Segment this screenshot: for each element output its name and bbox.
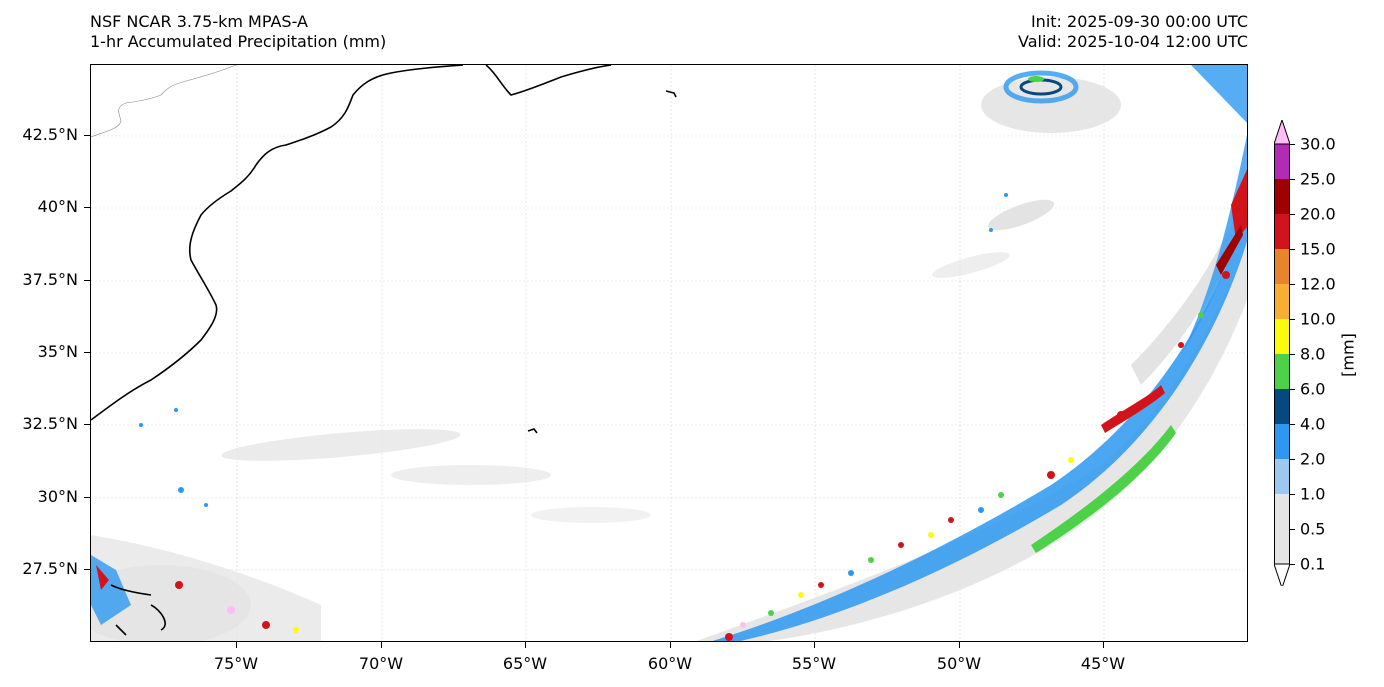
colorbar-segment [1274,494,1290,529]
lat-tick [84,497,90,498]
colorbar-segment [1274,319,1290,354]
colorbar-tick [1290,284,1295,285]
convective-cells [139,193,1230,641]
lat-label: 40°N [37,197,78,216]
colorbar-level-label: 6.0 [1300,379,1326,399]
colorbar-tick [1290,564,1295,565]
colorbar-level-label: 4.0 [1300,414,1326,434]
lat-label: 32.5°N [22,414,78,433]
colorbar-level-label: 20.0 [1300,204,1336,224]
colorbar-tick [1290,144,1295,145]
colorbar-tick [1290,354,1295,355]
field-title: 1-hr Accumulated Precipitation (mm) [90,32,387,51]
colorbar-level-label: 30.0 [1300,134,1336,154]
lon-tick [814,642,815,648]
lat-label: 30°N [37,487,78,506]
colorbar-level-label: 0.5 [1300,519,1326,539]
colorbar-tick [1290,319,1295,320]
colorbar-segment [1274,249,1290,284]
lon-tick [236,642,237,648]
colorbar-tick [1290,529,1295,530]
model-title: NSF NCAR 3.75-km MPAS-A [90,12,308,31]
colorbar-segment [1274,214,1290,249]
lat-label: 37.5°N [22,270,78,289]
lon-label: 55°W [791,654,837,673]
lon-tick [381,642,382,648]
lon-tick [959,642,960,648]
colorbar-tick [1290,179,1295,180]
lat-label: 42.5°N [22,125,78,144]
lon-tick [525,642,526,648]
colorbar-tick [1290,494,1295,495]
chart-title-block: NSF NCAR 3.75-km MPAS-A 1-hr Accumulated… [90,12,386,52]
lat-tick [84,424,90,425]
colorbar-outline [1274,143,1290,565]
colorbar-segment [1274,529,1290,564]
lon-label: 50°W [936,654,982,673]
lat-tick [84,135,90,136]
colorbar-level-label: 12.0 [1300,274,1336,294]
colorbar-level-label: 0.1 [1300,554,1326,574]
colorbar-tick [1290,459,1295,460]
colorbar-segment [1274,354,1290,389]
valid-time: Valid: 2025-10-04 12:00 UTC [1017,32,1248,51]
colorbar-level-label: 10.0 [1300,309,1336,329]
lat-tick [84,352,90,353]
colorbar-segment [1274,284,1290,319]
colorbar-segment [1274,389,1290,424]
lon-label: 75°W [213,654,259,673]
lat-tick [84,569,90,570]
lat-tick [84,280,90,281]
colorbar-unit: [mm] [1338,333,1358,377]
colorbar-tick [1290,389,1295,390]
colorbar-level-label: 8.0 [1300,344,1326,364]
state-border [91,65,237,138]
lat-tick [84,207,90,208]
colorbar-segments [1274,120,1290,586]
lat-label: 35°N [37,342,78,361]
colorbar-tick [1290,249,1295,250]
colorbar-segment [1274,144,1290,179]
time-title-block: Init: 2025-09-30 00:00 UTC Valid: 2025-1… [1018,12,1248,52]
colorbar [1274,120,1290,586]
map-canvas [91,65,1247,641]
colorbar-level-label: 15.0 [1300,239,1336,259]
coastlines [91,65,677,636]
lon-tick [670,642,671,648]
lon-label: 70°W [358,654,404,673]
lon-label: 45°W [1080,654,1126,673]
storm-swirl [1003,70,1079,104]
colorbar-extend-min [1274,563,1290,586]
colorbar-segment [1274,424,1290,459]
colorbar-level-label: 1.0 [1300,484,1326,504]
colorbar-segment [1274,459,1290,494]
colorbar-extend-max [1274,120,1290,145]
map-panel [90,64,1248,642]
colorbar-tick [1290,424,1295,425]
lon-label: 65°W [502,654,548,673]
colorbar-tick [1290,214,1295,215]
colorbar-level-label: 25.0 [1300,169,1336,189]
lon-tick [1103,642,1104,648]
heavy-precip-bands [91,65,1247,641]
lon-label: 60°W [647,654,693,673]
init-time: Init: 2025-09-30 00:00 UTC [1030,12,1248,31]
colorbar-level-label: 2.0 [1300,449,1326,469]
colorbar-segment [1274,179,1290,214]
lat-label: 27.5°N [22,559,78,578]
light-precip-areas [91,77,1247,641]
gridlines [91,65,1247,641]
